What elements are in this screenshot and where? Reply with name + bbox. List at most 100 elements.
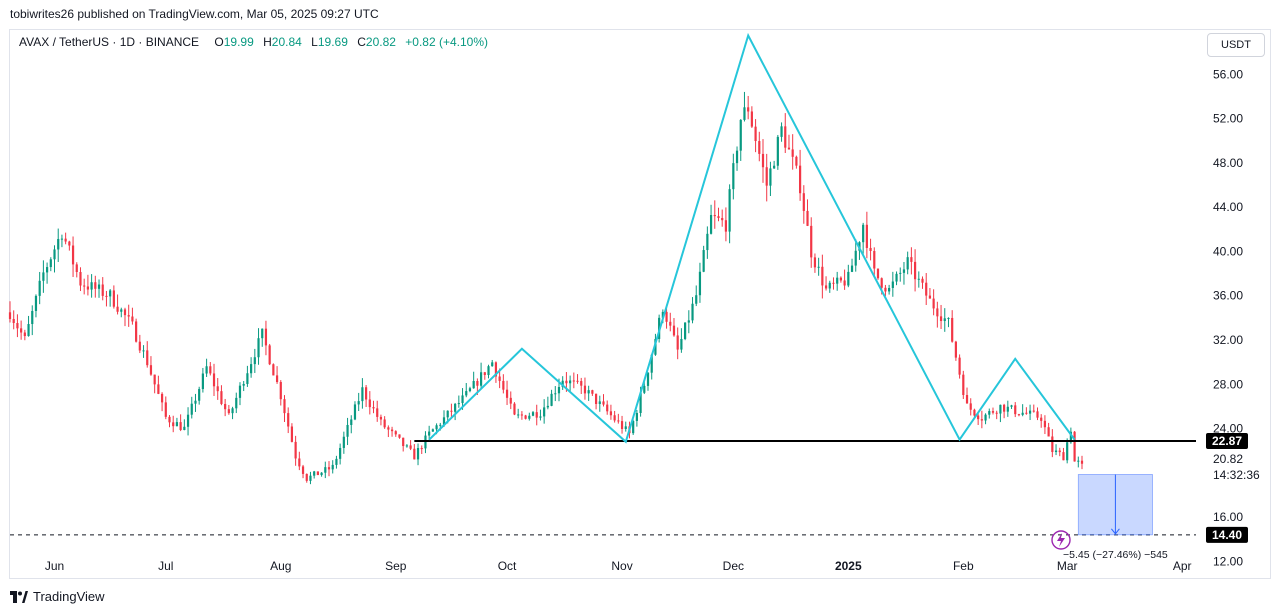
- candle: [951, 310, 954, 343]
- candle-body: [939, 316, 943, 322]
- candle: [576, 374, 579, 384]
- candle-body: [620, 421, 624, 429]
- candle: [609, 404, 613, 420]
- candle-body: [120, 309, 123, 312]
- candle-body: [416, 448, 420, 460]
- candle: [680, 328, 683, 353]
- candle-body: [743, 107, 746, 120]
- candle: [339, 443, 342, 465]
- candle: [23, 329, 26, 341]
- candle-body: [965, 394, 969, 404]
- open-label: O: [214, 35, 224, 49]
- candle-body: [287, 413, 290, 427]
- candle: [257, 328, 260, 365]
- candle: [717, 207, 720, 222]
- candle: [68, 240, 71, 251]
- candle: [402, 437, 405, 452]
- candle-body: [160, 393, 164, 403]
- candle-body: [557, 386, 561, 394]
- candle-body: [902, 269, 906, 273]
- candle: [409, 440, 412, 451]
- candle-body: [980, 419, 983, 421]
- candle: [294, 435, 297, 466]
- candle: [995, 410, 998, 420]
- candle-body: [591, 390, 594, 394]
- candle-body: [1069, 431, 1072, 443]
- candle-body: [773, 165, 776, 169]
- candle: [583, 377, 587, 400]
- candle-body: [387, 427, 390, 430]
- candle-body: [502, 380, 505, 390]
- candle-body: [275, 375, 279, 383]
- candle: [884, 284, 887, 297]
- candle-body: [810, 225, 813, 258]
- candle-body: [20, 328, 23, 333]
- candle: [709, 204, 713, 235]
- candle: [958, 354, 961, 379]
- candle: [569, 375, 572, 392]
- candle-body: [617, 420, 620, 422]
- candle-body: [31, 310, 34, 325]
- currency-button[interactable]: USDT: [1207, 33, 1265, 57]
- y-tick-label: 40.00: [1213, 244, 1243, 258]
- candle-body: [917, 278, 920, 280]
- tradingview-footer[interactable]: TradingView: [10, 589, 105, 604]
- candle-body: [45, 267, 49, 273]
- candle: [620, 415, 624, 434]
- candle-body: [991, 411, 995, 413]
- candle-body: [212, 373, 216, 387]
- candle: [1010, 404, 1013, 409]
- candle: [784, 113, 787, 154]
- candle-body: [313, 471, 316, 476]
- candle: [116, 294, 119, 315]
- candle: [646, 372, 650, 391]
- candle: [706, 226, 709, 259]
- candle: [520, 411, 523, 420]
- candle: [431, 428, 434, 432]
- current-price-label: 20.82: [1213, 452, 1243, 466]
- symbol-title[interactable]: AVAX / TetherUS · 1D · BINANCE: [19, 35, 200, 49]
- candle: [787, 134, 791, 150]
- candle-body: [1073, 431, 1076, 462]
- dividend-bolt-icon[interactable]: [1051, 530, 1071, 550]
- candle-body: [943, 318, 946, 322]
- candle-body: [135, 321, 138, 342]
- candle: [617, 413, 620, 424]
- candle-body: [854, 250, 857, 266]
- candle: [301, 464, 305, 479]
- candle-body: [643, 385, 646, 393]
- candle-body: [461, 395, 464, 404]
- candle-body: [190, 403, 193, 415]
- candle: [676, 327, 679, 360]
- candle: [324, 461, 327, 479]
- candle-body: [543, 407, 546, 417]
- x-tick-label: Apr: [1173, 559, 1192, 573]
- candle-body: [305, 473, 308, 481]
- candle: [416, 443, 420, 466]
- candle: [183, 419, 186, 431]
- candle: [190, 396, 193, 419]
- candle: [932, 289, 935, 316]
- change-value: +0.82 (+4.10%): [405, 35, 489, 49]
- candle-body: [1051, 436, 1054, 453]
- candle-body: [257, 338, 260, 358]
- candle-body: [672, 325, 676, 336]
- candle: [695, 285, 698, 307]
- candle-body: [669, 321, 672, 326]
- candle: [1032, 404, 1035, 413]
- candle-body: [873, 250, 876, 269]
- candle-body: [1054, 450, 1058, 453]
- candle-body: [242, 383, 245, 386]
- target-price-label: 14.40: [1212, 528, 1242, 542]
- candle-body: [1062, 452, 1065, 461]
- candle: [754, 119, 757, 153]
- candle-body: [817, 266, 820, 268]
- candle-body: [1077, 460, 1080, 462]
- candle-body: [665, 311, 668, 322]
- candle-body: [517, 414, 520, 416]
- candle-body: [34, 295, 38, 311]
- candle-body: [862, 224, 865, 243]
- candle: [175, 417, 179, 427]
- candle-body: [1080, 460, 1084, 464]
